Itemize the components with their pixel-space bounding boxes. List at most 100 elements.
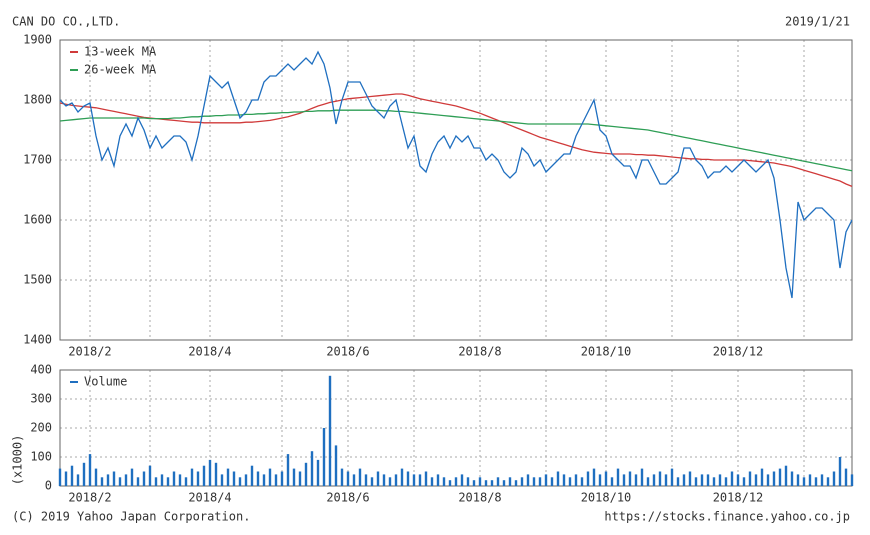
volume-bar	[58, 468, 62, 486]
volume-bar	[628, 471, 632, 486]
x-tick-label: 2018/12	[713, 491, 764, 505]
volume-bar	[502, 480, 506, 486]
volume-bar	[340, 468, 344, 486]
x-tick-label: 2018/8	[458, 345, 501, 359]
volume-bar	[826, 477, 830, 486]
volume-bar	[244, 474, 248, 486]
volume-bar	[472, 480, 476, 486]
volume-bar	[466, 477, 470, 486]
volume-bar	[76, 474, 80, 486]
x-tick-label: 2018/12	[713, 345, 764, 359]
volume-bar	[484, 480, 488, 486]
volume-bar	[358, 468, 362, 486]
volume-bar	[784, 465, 788, 486]
volume-bar	[226, 468, 230, 486]
volume-bar	[754, 474, 758, 486]
volume-bar	[622, 474, 626, 486]
volume-bar	[304, 462, 308, 486]
volume-bar	[478, 477, 482, 486]
legend-label: 26-week MA	[84, 63, 157, 77]
ma-line	[59, 109, 853, 172]
volume-bar	[82, 462, 86, 486]
plot-frame	[59, 39, 853, 341]
volume-bar	[394, 474, 398, 486]
ma-line	[59, 93, 853, 188]
volume-bar	[106, 474, 110, 486]
volume-bar	[454, 477, 458, 486]
volume-bar	[724, 477, 728, 486]
volume-bar	[556, 471, 560, 486]
x-tick-label: 2018/4	[188, 345, 231, 359]
volume-bar	[274, 474, 278, 486]
x-tick-label: 2018/2	[68, 345, 111, 359]
volume-bar	[844, 468, 848, 486]
volume-bar	[664, 474, 668, 486]
volume-bar	[124, 474, 128, 486]
volume-bar	[160, 474, 164, 486]
volume-bar	[166, 477, 170, 486]
volume-bar	[364, 474, 368, 486]
volume-bar	[670, 468, 674, 486]
volume-bar	[202, 465, 206, 486]
volume-bar	[562, 474, 566, 486]
volume-bar	[772, 471, 776, 486]
volume-bar	[172, 471, 176, 486]
volume-bar	[616, 468, 620, 486]
y-tick-label: 0	[45, 479, 52, 493]
volume-bar	[214, 462, 218, 486]
volume-bar	[238, 477, 242, 486]
volume-bar	[322, 428, 326, 486]
volume-bar	[730, 471, 734, 486]
volume-bar	[658, 471, 662, 486]
volume-bar	[694, 477, 698, 486]
volume-bar	[418, 474, 422, 486]
volume-bar	[580, 477, 584, 486]
y-axis-label: (x1000)	[11, 435, 25, 486]
volume-bar	[574, 474, 578, 486]
volume-bar	[388, 477, 392, 486]
volume-bar	[268, 468, 272, 486]
volume-bar	[148, 465, 152, 486]
volume-bar	[118, 477, 122, 486]
y-tick-label: 200	[30, 421, 52, 435]
volume-bar	[442, 477, 446, 486]
x-tick-label: 2018/10	[581, 491, 632, 505]
volume-bar	[568, 477, 572, 486]
volume-bar	[706, 474, 710, 486]
volume-bar	[346, 471, 350, 486]
y-tick-label: 1900	[23, 33, 52, 47]
volume-bar	[334, 445, 338, 486]
volume-bar	[538, 477, 542, 486]
volume-bar	[850, 474, 854, 486]
volume-bar	[820, 474, 824, 486]
volume-bar	[802, 477, 806, 486]
volume-bar	[598, 474, 602, 486]
volume-bar	[280, 471, 284, 486]
volume-bar	[184, 477, 188, 486]
volume-bar	[328, 375, 332, 486]
copyright: (C) 2019 Yahoo Japan Corporation.	[12, 510, 250, 524]
volume-bar	[376, 471, 380, 486]
volume-bar	[532, 477, 536, 486]
volume-bar	[814, 477, 818, 486]
volume-bar	[88, 454, 92, 486]
volume-bar	[586, 471, 590, 486]
y-tick-label: 100	[30, 450, 52, 464]
volume-bar	[136, 477, 140, 486]
volume-bar	[496, 477, 500, 486]
volume-bar	[436, 474, 440, 486]
volume-bar	[676, 477, 680, 486]
volume-bar	[64, 471, 68, 486]
y-tick-label: 300	[30, 392, 52, 406]
volume-bar	[526, 474, 530, 486]
volume-bar	[838, 457, 842, 486]
volume-bar	[832, 471, 836, 486]
volume-bar	[100, 477, 104, 486]
volume-bar	[424, 471, 428, 486]
volume-bar	[382, 474, 386, 486]
volume-bar	[70, 465, 74, 486]
volume-bar	[742, 477, 746, 486]
x-tick-label: 2018/10	[581, 345, 632, 359]
volume-bar	[94, 468, 98, 486]
